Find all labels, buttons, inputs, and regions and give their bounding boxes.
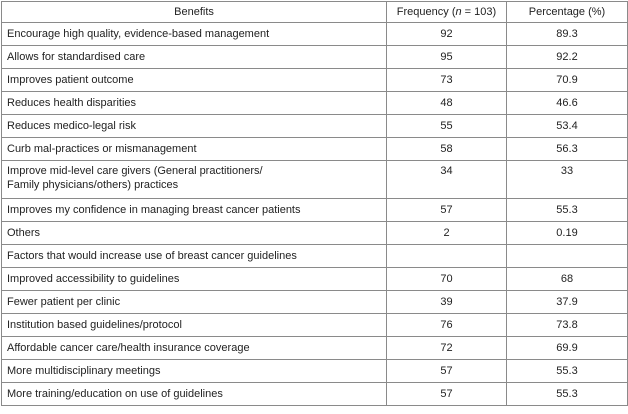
table-row: More multidisciplinary meetings 57 55.3 (1, 359, 628, 383)
table-row: Allows for standardised care 95 92.2 (1, 45, 628, 69)
row-label: More training/education on use of guidel… (1, 382, 387, 406)
row-label: Improves patient outcome (1, 68, 387, 92)
section-header-row: Factors that would increase use of breas… (1, 244, 628, 268)
row-frequency: 72 (386, 336, 507, 360)
row-frequency: 76 (386, 313, 507, 337)
row-label: Institution based guidelines/protocol (1, 313, 387, 337)
header-percentage: Percentage (%) (506, 1, 628, 23)
row-label: Allows for standardised care (1, 45, 387, 69)
row-frequency: 48 (386, 91, 507, 115)
row-label: Affordable cancer care/health insurance … (1, 336, 387, 360)
table-row: Encourage high quality, evidence-based m… (1, 22, 628, 46)
table-container: Benefits Frequency (n = 103) Percentage … (1, 1, 628, 406)
row-frequency: 57 (386, 382, 507, 406)
table-row: Others 2 0.19 (1, 221, 628, 245)
row-label: Improve mid-level care givers (General p… (1, 160, 387, 199)
table-row: Reduces health disparities 48 46.6 (1, 91, 628, 115)
row-percentage: 92.2 (506, 45, 628, 69)
row-percentage: 70.9 (506, 68, 628, 92)
table-row: Fewer patient per clinic 39 37.9 (1, 290, 628, 314)
row-percentage: 33 (506, 160, 628, 199)
row-frequency: 57 (386, 198, 507, 222)
table-row: Improves patient outcome 73 70.9 (1, 68, 628, 92)
table-row: Affordable cancer care/health insurance … (1, 336, 628, 360)
row-percentage: 73.8 (506, 313, 628, 337)
table-row: Improves my confidence in managing breas… (1, 198, 628, 222)
row-frequency: 55 (386, 114, 507, 138)
header-frequency-n: n (455, 6, 462, 18)
row-percentage: 55.3 (506, 359, 628, 383)
row-frequency (386, 244, 507, 268)
row-frequency: 92 (386, 22, 507, 46)
section-header-label: Factors that would increase use of breas… (1, 244, 387, 268)
table-row: Reduces medico-legal risk 55 53.4 (1, 114, 628, 138)
row-percentage: 56.3 (506, 137, 628, 161)
benefits-table: Benefits Frequency (n = 103) Percentage … (1, 1, 628, 406)
row-label: Improves my confidence in managing breas… (1, 198, 387, 222)
row-label: Curb mal-practices or mismanagement (1, 137, 387, 161)
row-percentage: 0.19 (506, 221, 628, 245)
table-row: Improved accessibility to guidelines 70 … (1, 267, 628, 291)
row-percentage (506, 244, 628, 268)
row-frequency: 58 (386, 137, 507, 161)
header-benefits: Benefits (1, 1, 387, 23)
row-frequency: 73 (386, 68, 507, 92)
row-percentage: 69.9 (506, 336, 628, 360)
table-row: More training/education on use of guidel… (1, 382, 628, 406)
row-frequency: 95 (386, 45, 507, 69)
header-frequency-prefix: Frequency ( (396, 6, 456, 18)
row-percentage: 55.3 (506, 382, 628, 406)
row-frequency: 57 (386, 359, 507, 383)
row-frequency: 39 (386, 290, 507, 314)
row-label: Reduces medico-legal risk (1, 114, 387, 138)
row-frequency: 70 (386, 267, 507, 291)
row-percentage: 68 (506, 267, 628, 291)
header-frequency: Frequency (n = 103) (386, 1, 507, 23)
row-percentage: 89.3 (506, 22, 628, 46)
row-label-line1: Improve mid-level care givers (General p… (7, 165, 263, 177)
table-row: Institution based guidelines/protocol 76… (1, 313, 628, 337)
row-label: Encourage high quality, evidence-based m… (1, 22, 387, 46)
row-frequency: 34 (386, 160, 507, 199)
table-row: Improve mid-level care givers (General p… (1, 160, 628, 199)
row-label-line2: Family physicians/others) practices (7, 179, 179, 191)
header-frequency-suffix: = 103) (461, 6, 497, 18)
row-label: Others (1, 221, 387, 245)
row-percentage: 37.9 (506, 290, 628, 314)
row-label: Improved accessibility to guidelines (1, 267, 387, 291)
row-label: Fewer patient per clinic (1, 290, 387, 314)
row-label: Reduces health disparities (1, 91, 387, 115)
row-percentage: 53.4 (506, 114, 628, 138)
header-row: Benefits Frequency (n = 103) Percentage … (1, 1, 628, 23)
table-row: Curb mal-practices or mismanagement 58 5… (1, 137, 628, 161)
row-percentage: 55.3 (506, 198, 628, 222)
row-label: More multidisciplinary meetings (1, 359, 387, 383)
row-frequency: 2 (386, 221, 507, 245)
row-percentage: 46.6 (506, 91, 628, 115)
